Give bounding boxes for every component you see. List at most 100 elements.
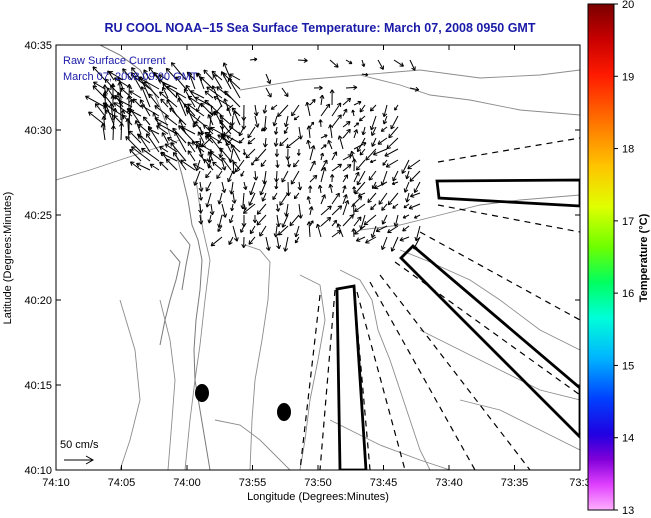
current-vector — [177, 97, 187, 117]
current-vector — [394, 104, 399, 111]
current-vector — [354, 181, 366, 195]
y-tick-label: 40:30 — [24, 125, 52, 137]
current-vector — [309, 145, 315, 161]
current-vector — [309, 99, 316, 106]
current-vector-head — [306, 139, 312, 145]
current-vector — [293, 159, 300, 168]
current-vector — [319, 119, 322, 128]
current-vector — [365, 148, 377, 161]
current-vector-head — [267, 93, 272, 98]
current-vector-head — [315, 223, 321, 229]
current-vector-head — [175, 76, 180, 81]
current-vector — [342, 121, 351, 128]
current-vector — [309, 174, 318, 183]
current-vector-head — [102, 84, 108, 89]
surface-current-vectors — [85, 57, 421, 252]
current-vector-head — [245, 153, 251, 159]
current-vector — [130, 161, 142, 171]
current-vector-head — [390, 247, 396, 252]
current-vector — [103, 115, 106, 131]
current-vector — [216, 86, 232, 99]
current-vector-head — [160, 151, 165, 157]
current-vector-head — [233, 237, 239, 242]
current-vector-head — [274, 178, 280, 183]
current-vector — [353, 101, 362, 106]
current-vector — [218, 214, 223, 228]
current-vector-head — [283, 247, 289, 252]
current-vector — [223, 62, 232, 81]
current-vector — [208, 151, 214, 162]
current-vector-head — [286, 143, 291, 149]
current-vector-head — [216, 174, 221, 180]
current-vector-head — [249, 229, 255, 235]
current-vector-head — [101, 115, 107, 120]
current-vector — [166, 86, 187, 99]
current-vector — [294, 236, 300, 244]
current-vector-head — [229, 73, 234, 78]
current-vector-head — [209, 210, 215, 216]
current-vector-head — [284, 92, 289, 98]
current-vector-head — [85, 95, 90, 100]
current-vector — [331, 230, 342, 238]
current-vector-head — [337, 163, 342, 169]
current-vector — [320, 217, 331, 227]
current-vector — [141, 147, 160, 162]
current-vector-head — [254, 123, 260, 128]
current-vector — [408, 203, 421, 209]
current-vector-head — [381, 220, 387, 225]
current-vector-head — [209, 111, 215, 116]
current-vector-head — [217, 228, 221, 232]
current-vector — [217, 225, 223, 232]
current-vector — [254, 115, 259, 128]
current-vector-head — [203, 124, 208, 129]
current-vector-head — [382, 112, 388, 118]
current-vector-head — [102, 90, 108, 95]
x-tick-label: 74:00 — [173, 477, 201, 489]
current-vector — [206, 86, 223, 99]
current-vector-head — [227, 77, 233, 83]
current-vector — [345, 59, 353, 65]
current-vector-head — [125, 118, 131, 123]
current-vector — [212, 161, 223, 171]
current-vector-head — [273, 142, 279, 147]
current-vector-head — [178, 119, 184, 124]
current-vector-head — [166, 137, 172, 142]
current-vector-head — [198, 197, 203, 201]
current-vector-head — [120, 109, 126, 114]
current-vector-head — [120, 87, 125, 93]
current-vector — [383, 115, 388, 125]
current-vector-head — [414, 215, 418, 219]
current-vector — [298, 203, 302, 219]
current-vector-head — [354, 207, 359, 213]
current-vector — [120, 87, 133, 99]
current-vector — [307, 140, 311, 150]
current-vector — [306, 102, 311, 117]
current-vector-head — [110, 83, 116, 88]
current-vector-head — [229, 190, 235, 195]
current-vector-head — [228, 240, 233, 245]
current-vector-head — [137, 76, 143, 82]
current-vector-head — [206, 86, 211, 91]
current-vector — [407, 159, 421, 170]
current-vector-head — [140, 104, 145, 109]
current-vector-head — [212, 74, 218, 79]
current-vector — [372, 181, 377, 189]
current-vector-head — [129, 98, 134, 104]
current-vector-head — [392, 205, 396, 209]
current-vector-head — [206, 133, 212, 139]
current-vector — [386, 137, 399, 150]
current-vector — [385, 159, 399, 168]
current-vector-head — [128, 130, 134, 135]
current-vector-head — [369, 159, 374, 164]
current-vector — [213, 104, 223, 116]
current-vector-head — [222, 62, 228, 67]
current-vector-head — [380, 245, 386, 251]
current-vector-head — [289, 221, 294, 227]
current-vector — [226, 135, 241, 144]
current-vector-head — [303, 57, 308, 63]
current-vector-head — [200, 102, 205, 108]
current-vector-head — [178, 125, 183, 130]
current-vector — [265, 73, 271, 84]
current-vector-head — [409, 193, 415, 198]
